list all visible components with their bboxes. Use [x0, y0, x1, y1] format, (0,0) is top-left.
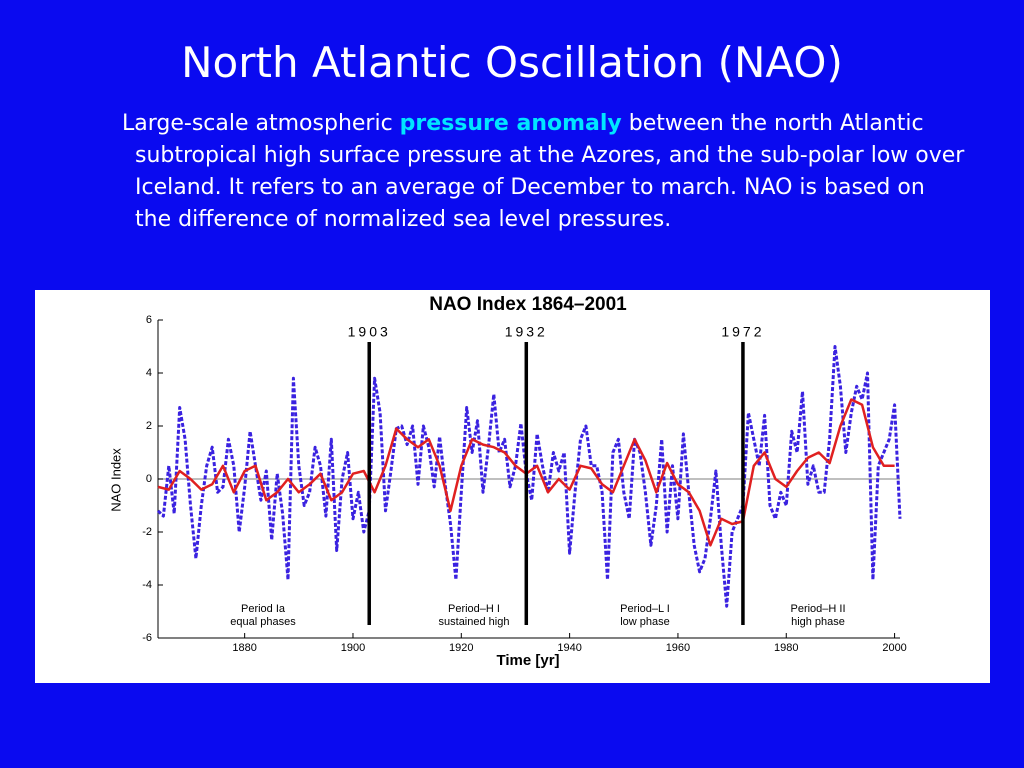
chart-title: NAO Index 1864–2001: [429, 294, 627, 315]
x-tick-label: 2000: [882, 642, 906, 654]
data-line: [156, 345, 902, 608]
period-label: sustained high: [439, 616, 510, 628]
y-tick-label: 4: [146, 367, 152, 379]
x-axis-label: Time [yr]: [496, 652, 559, 669]
y-tick-label: -4: [142, 579, 152, 591]
x-tick-label: 1940: [557, 642, 581, 654]
text: between the north Atlantic subtropical h…: [135, 111, 965, 232]
x-tick-label: 1900: [341, 642, 365, 654]
y-tick-label: 6: [146, 314, 152, 326]
y-tick-label: -2: [142, 526, 152, 538]
marker-label: 1972: [721, 324, 764, 340]
x-tick-label: 1980: [774, 642, 798, 654]
chart-background: [35, 290, 990, 683]
period-label: Period–H II: [790, 603, 845, 615]
x-tick-label: 1880: [232, 642, 256, 654]
period-label: low phase: [620, 616, 670, 628]
y-axis-label: NAO Index: [108, 448, 123, 512]
x-tick-label: 1920: [449, 642, 473, 654]
y-tick-label: 0: [146, 473, 152, 485]
slide-title: North Atlantic Oscillation (NAO): [181, 38, 843, 87]
marker-label: 1903: [348, 324, 391, 340]
period-label: equal phases: [230, 616, 296, 628]
text: Large-scale atmospheric: [122, 111, 400, 136]
period-label: Period Ia: [241, 603, 286, 615]
y-tick-label: 2: [146, 420, 152, 432]
x-tick-label: 1960: [666, 642, 690, 654]
slide-paragraph: Large-scale atmospheric pressure anomaly…: [122, 108, 965, 236]
highlight: pressure anomaly: [399, 111, 622, 136]
y-tick-label: -6: [142, 632, 152, 644]
period-label: high phase: [791, 616, 845, 628]
period-label: Period–H I: [448, 603, 500, 615]
marker-label: 1932: [505, 324, 548, 340]
period-label: Period–L I: [620, 603, 670, 615]
